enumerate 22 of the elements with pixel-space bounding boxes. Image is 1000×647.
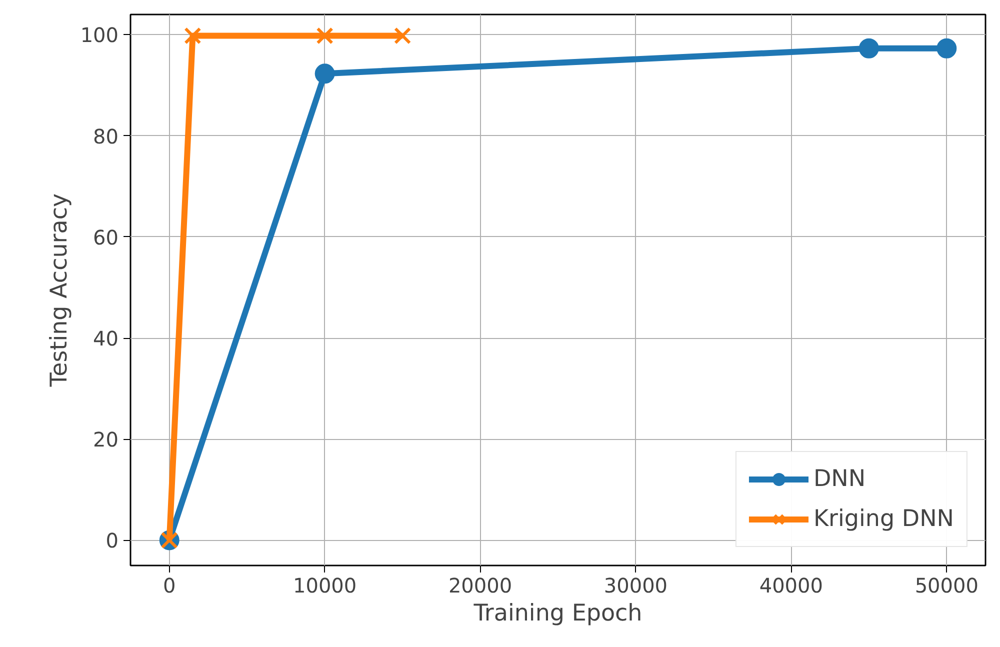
y-axis-title: Testing Accuracy: [46, 193, 72, 388]
y-tick-label: 80: [93, 124, 119, 148]
x-tick-label: 10000: [293, 574, 357, 598]
legend-label: DNN: [813, 466, 866, 492]
y-tick-label: 20: [93, 428, 119, 452]
x-tick-label: 30000: [604, 574, 668, 598]
x-tick-label: 50000: [914, 574, 978, 598]
y-tick-label: 40: [93, 326, 119, 351]
point: [316, 27, 334, 44]
x-tick-label: 20000: [448, 574, 512, 598]
point: [394, 27, 412, 44]
y-tick-label: 60: [93, 225, 119, 250]
y-tick-label: 0: [106, 528, 119, 553]
x-tick-label: 0: [163, 574, 176, 598]
point: [858, 38, 879, 58]
y-tick-label: 100: [80, 23, 119, 48]
x-axis-title: Training Epoch: [472, 600, 642, 626]
point: [184, 27, 202, 44]
legend-label: Kriging DNN: [813, 506, 954, 532]
x-tick-label: 40000: [759, 574, 823, 598]
point: [314, 64, 335, 84]
point: [936, 38, 957, 58]
